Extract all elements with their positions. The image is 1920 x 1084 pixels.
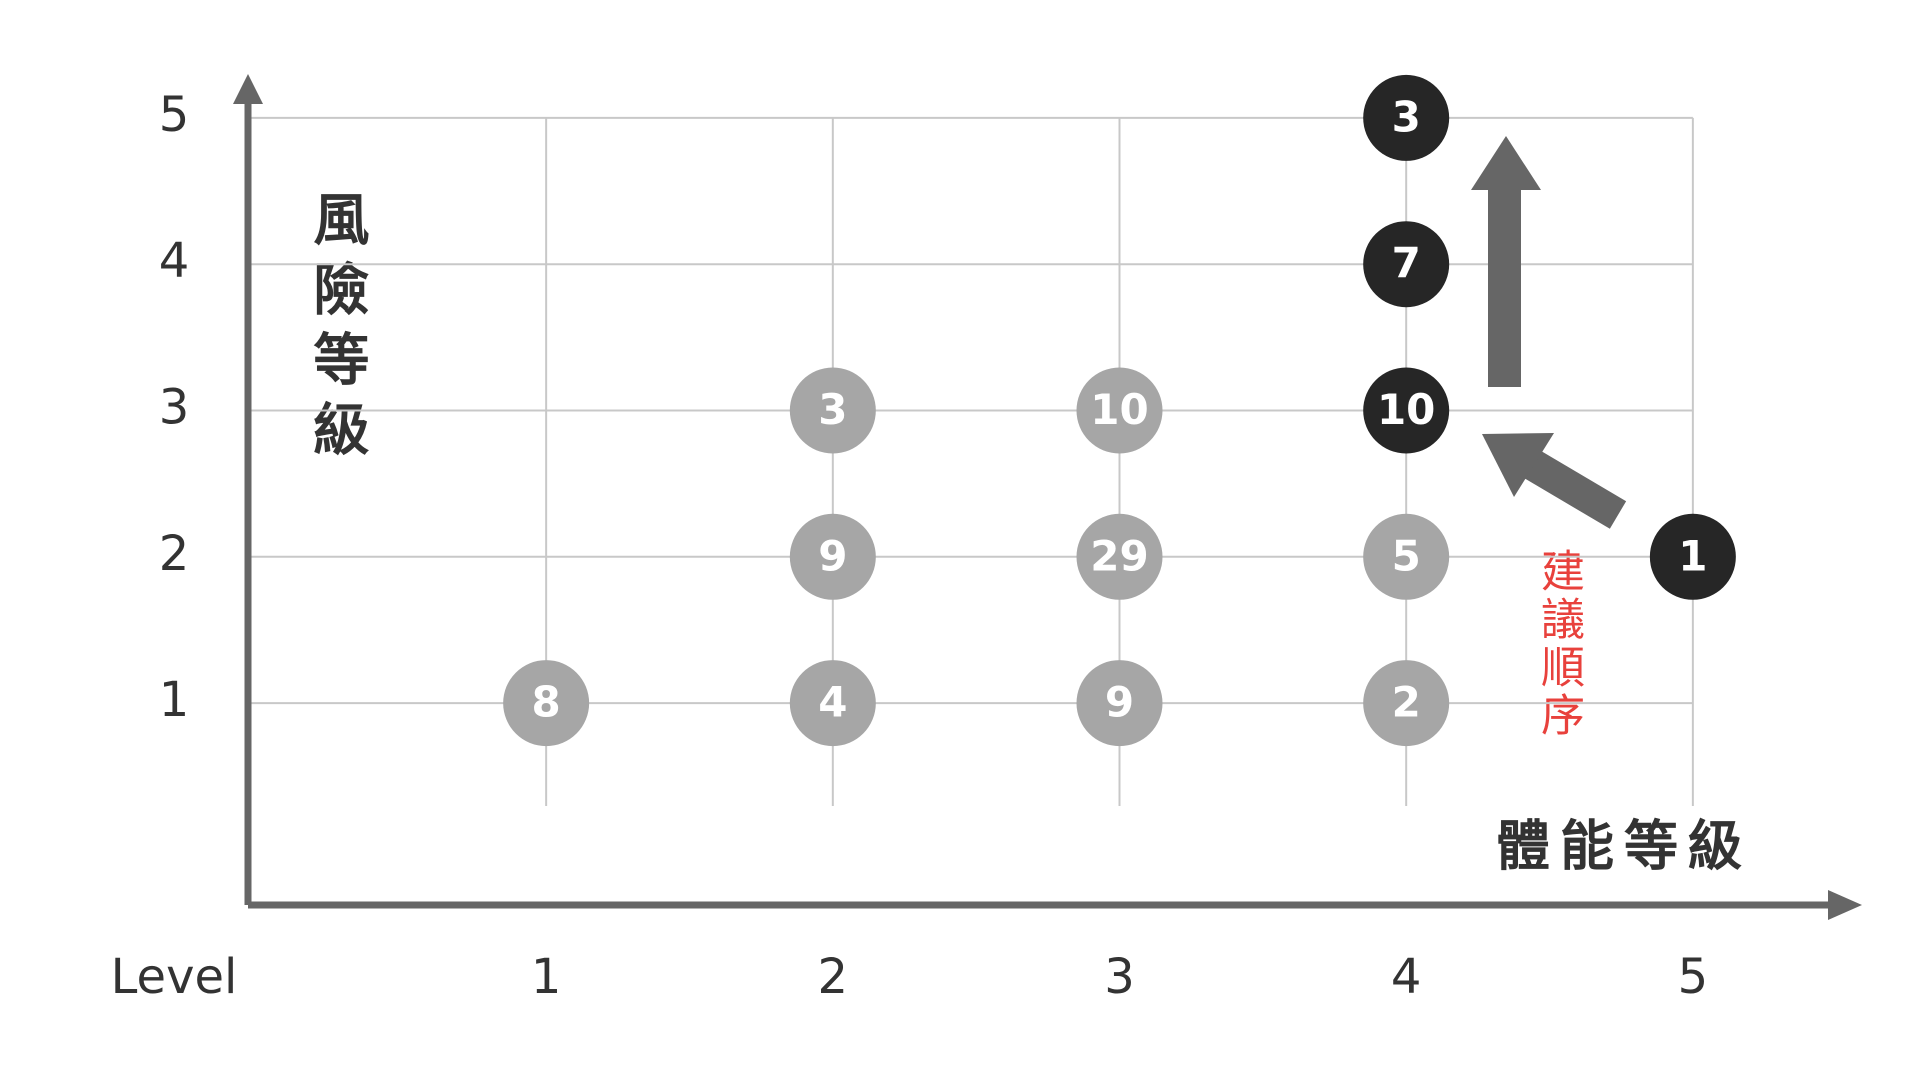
- annotation: 建議順序: [1533, 548, 1584, 740]
- point: [789, 367, 876, 454]
- point-label: 3: [1392, 92, 1421, 141]
- arrow-diag-head: [1482, 433, 1554, 497]
- point-label: 10: [1377, 385, 1435, 434]
- point: [1076, 367, 1163, 454]
- grid: [248, 116, 1694, 806]
- x-tick-label: 3: [1104, 949, 1135, 1005]
- x-tick-label: 4: [1391, 949, 1422, 1005]
- y-axis-label: 風險等級: [304, 190, 369, 470]
- point: [1363, 660, 1450, 747]
- point: [789, 513, 876, 600]
- points: 8 4 9 3 9 29 10 2 5 10 7 3 1: [503, 74, 1736, 747]
- point: [789, 660, 876, 747]
- point-label: 9: [818, 531, 847, 580]
- point-label: 3: [818, 385, 847, 434]
- point: [1363, 74, 1450, 161]
- point-label: 10: [1090, 385, 1148, 434]
- point-label: 29: [1090, 531, 1148, 580]
- point: [1076, 513, 1163, 600]
- y-tick-label: 1: [159, 672, 190, 728]
- axes: [233, 74, 1862, 920]
- point-label: 2: [1392, 678, 1421, 727]
- point: [503, 660, 590, 747]
- point: [1363, 221, 1450, 308]
- point: [1363, 513, 1450, 600]
- arrow-up-head: [1471, 136, 1541, 190]
- arrow-diag-shaft: [1521, 449, 1627, 529]
- x-tick-label: 1: [531, 949, 562, 1005]
- x-tick-label: 2: [818, 949, 849, 1005]
- point-label: 5: [1392, 531, 1421, 580]
- point-label: 7: [1392, 239, 1421, 288]
- point-label: 1: [1678, 531, 1707, 580]
- y-axis-arrow: [233, 74, 263, 104]
- point: [1363, 367, 1450, 454]
- point: [1076, 660, 1163, 747]
- x-tick-title: Level: [111, 949, 238, 1005]
- point-label: 8: [532, 678, 561, 727]
- x-axis-label: 體能等級: [1496, 815, 1752, 878]
- x-tick-label: 5: [1678, 949, 1709, 1005]
- arrow-up-shaft: [1488, 186, 1521, 387]
- y-tick-label: 2: [159, 526, 190, 582]
- y-tick-label: 3: [159, 379, 190, 435]
- order-arrows: [1471, 136, 1627, 529]
- point: [1649, 513, 1736, 600]
- y-tick-label: 5: [159, 87, 190, 143]
- point-label: 4: [818, 678, 847, 727]
- point-label: 9: [1105, 678, 1134, 727]
- y-tick-label: 4: [159, 233, 190, 289]
- x-axis-arrow: [1828, 890, 1862, 920]
